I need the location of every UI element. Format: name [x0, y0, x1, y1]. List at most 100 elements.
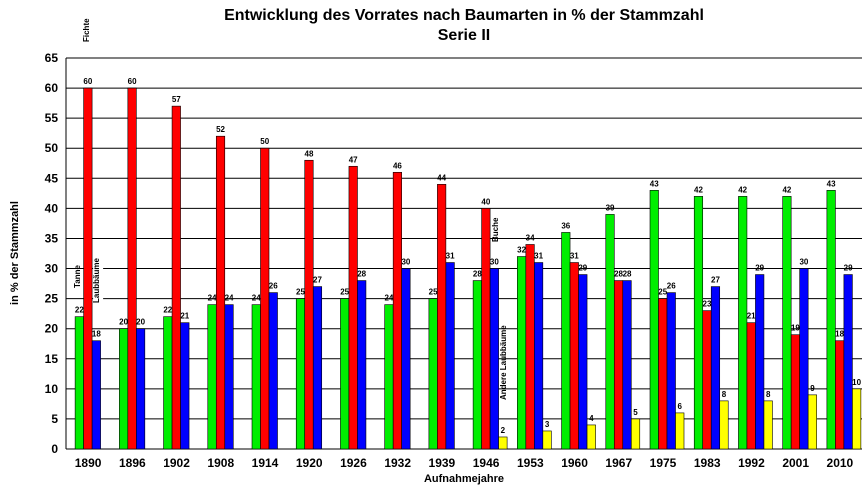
y-tick-label: 60 — [45, 81, 59, 95]
value-label: 27 — [313, 276, 322, 285]
value-label: 48 — [305, 149, 314, 158]
value-label: 31 — [570, 252, 579, 261]
bar — [171, 105, 181, 450]
bar — [569, 262, 579, 450]
value-label: 47 — [349, 155, 358, 164]
bar — [675, 412, 685, 450]
value-label: 28 — [473, 270, 482, 279]
value-label: 28 — [357, 270, 366, 279]
x-tick-label: 1890 — [75, 456, 102, 470]
value-label: 18 — [835, 330, 844, 339]
value-label: 8 — [766, 390, 771, 399]
bar — [445, 262, 455, 450]
bar — [782, 196, 792, 450]
bar — [542, 430, 552, 450]
bar — [401, 268, 411, 450]
x-tick-label: 1926 — [340, 456, 367, 470]
chart-title: Entwicklung des Vorrates nach Baumarten … — [224, 7, 704, 24]
value-label: 30 — [401, 258, 410, 267]
value-label: 42 — [782, 185, 791, 194]
value-label: 5 — [633, 408, 638, 417]
x-tick-label: 1896 — [119, 456, 146, 470]
value-label: 42 — [738, 185, 747, 194]
value-label: 26 — [269, 282, 278, 291]
value-label: 24 — [384, 294, 393, 303]
value-label: 29 — [844, 264, 853, 273]
y-tick-label: 40 — [45, 201, 59, 215]
bar — [534, 262, 544, 450]
chart-subtitle: Serie II — [438, 27, 490, 44]
x-tick-label: 1960 — [561, 456, 588, 470]
x-tick-label: 2010 — [827, 456, 854, 470]
bar — [340, 298, 350, 450]
value-label: 24 — [208, 294, 217, 303]
value-label: 20 — [119, 318, 128, 327]
value-label: 39 — [606, 203, 615, 212]
value-label: 8 — [722, 390, 727, 399]
y-tick-label: 15 — [45, 352, 59, 366]
bar — [428, 298, 438, 450]
x-tick-label: 1992 — [738, 456, 765, 470]
bar — [799, 268, 809, 450]
y-tick-label: 20 — [45, 322, 59, 336]
value-label: 40 — [481, 197, 490, 206]
y-tick-label: 5 — [51, 412, 58, 426]
bar — [826, 190, 836, 450]
bar — [719, 400, 729, 450]
bar — [586, 424, 596, 450]
x-tick-label: 1908 — [207, 456, 234, 470]
series-label: Tanne — [73, 264, 82, 288]
bar — [180, 322, 190, 450]
value-label: 22 — [75, 306, 84, 315]
series-label: Laubbäume — [92, 258, 101, 303]
bar — [312, 286, 323, 450]
series-label: Fichte — [82, 18, 91, 42]
bar — [630, 418, 641, 450]
y-tick-label: 0 — [51, 442, 58, 456]
value-label: 27 — [711, 276, 720, 285]
value-label: 25 — [429, 288, 438, 297]
bar — [215, 135, 226, 450]
bar — [163, 316, 173, 450]
bar — [348, 165, 358, 450]
y-tick-label: 50 — [45, 141, 59, 155]
bar — [119, 328, 129, 450]
x-tick-label: 1920 — [296, 456, 323, 470]
value-label: 10 — [852, 378, 861, 387]
value-label: 36 — [561, 221, 570, 230]
label-bg — [93, 257, 104, 305]
value-label: 30 — [490, 258, 499, 267]
x-tick-label: 1967 — [605, 456, 632, 470]
x-tick-label: 2001 — [782, 456, 809, 470]
bar — [649, 190, 659, 450]
bar — [136, 328, 146, 450]
bar — [755, 274, 765, 450]
bar — [304, 159, 314, 450]
bar — [746, 322, 756, 450]
value-label: 50 — [260, 137, 269, 146]
value-label: 26 — [667, 282, 676, 291]
value-label: 20 — [136, 318, 145, 327]
value-label: 25 — [296, 288, 305, 297]
x-tick-label: 1939 — [429, 456, 456, 470]
value-label: 3 — [545, 420, 550, 429]
bar — [437, 184, 447, 450]
value-label: 43 — [827, 179, 836, 188]
y-tick-label: 10 — [45, 382, 59, 396]
bar — [74, 316, 84, 450]
value-label: 21 — [747, 312, 756, 321]
bar — [738, 196, 748, 450]
series-label: Andere Laubbäume — [499, 325, 508, 400]
x-tick-label: 1946 — [473, 456, 500, 470]
value-label: 28 — [623, 270, 632, 279]
value-label: 24 — [252, 294, 261, 303]
value-label: 4 — [589, 414, 594, 423]
y-tick-label: 35 — [45, 231, 59, 245]
bar — [224, 304, 234, 450]
bar — [578, 274, 588, 450]
bar — [561, 232, 571, 450]
y-tick-label: 55 — [45, 111, 59, 125]
value-label: 25 — [340, 288, 349, 297]
bar — [207, 304, 217, 450]
